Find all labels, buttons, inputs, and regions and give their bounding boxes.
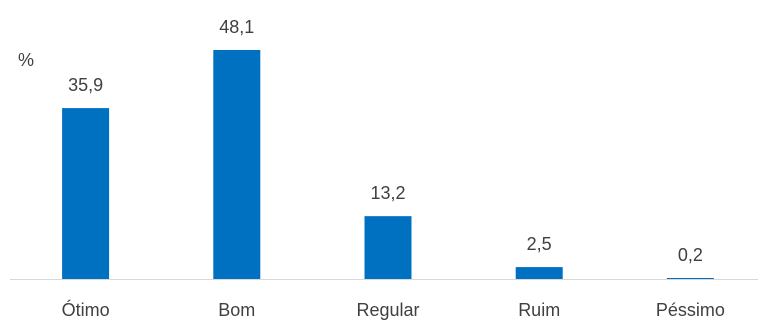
data-labels-group: 35,9 48,1 13,2 2,5 0,2: [68, 17, 703, 265]
y-axis-unit-label: %: [18, 50, 34, 70]
data-label-1: 48,1: [219, 17, 254, 37]
data-label-0: 35,9: [68, 75, 103, 95]
bar-1: [213, 50, 261, 279]
category-label-3: Ruim: [518, 300, 560, 320]
bar-4: [666, 278, 714, 279]
data-label-2: 13,2: [370, 183, 405, 203]
category-label-1: Bom: [218, 300, 255, 320]
category-label-2: Regular: [356, 300, 419, 320]
data-label-3: 2,5: [527, 234, 552, 254]
bar-0: [62, 108, 110, 279]
bar-3: [515, 267, 563, 279]
bars-group: [62, 50, 714, 279]
bar-2: [364, 216, 412, 279]
category-labels-group: Ótimo Bom Regular Ruim Péssimo: [62, 299, 725, 320]
category-label-0: Ótimo: [62, 299, 110, 320]
category-label-4: Péssimo: [656, 300, 725, 320]
data-label-4: 0,2: [678, 245, 703, 265]
